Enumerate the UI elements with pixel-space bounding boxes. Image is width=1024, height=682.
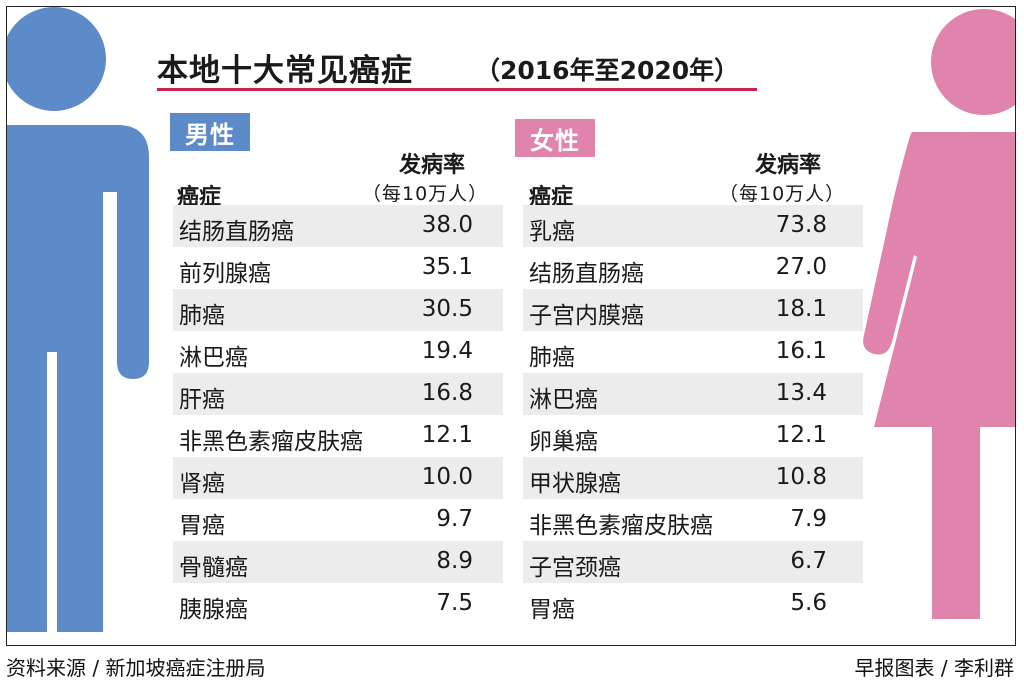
infographic-frame: 本地十大常见癌症 （2016年至2020年） 男性 发病率 癌症 （每10万人）…	[6, 6, 1016, 646]
title-sub: （2016年至2020年）	[475, 56, 740, 85]
cancer-name: 乳癌	[529, 219, 575, 245]
cancer-name: 结肠直肠癌	[529, 261, 644, 287]
cancer-name: 淋巴癌	[529, 387, 598, 413]
table-row: 子宫颈癌 6.7	[523, 541, 863, 583]
female-table: 乳癌 73.8 结肠直肠癌 27.0 子宫内膜癌 18.1 肺癌 16.1 淋巴癌 13.4 卵巢癌…	[523, 205, 863, 625]
incidence-rate-value: 6.7	[790, 548, 827, 574]
cancer-name: 肾癌	[179, 471, 225, 497]
cancer-name: 非黑色素瘤皮肤癌	[529, 513, 713, 539]
incidence-rate-value: 12.1	[421, 422, 473, 448]
source-note: 资料来源 / 新加坡癌症注册局	[6, 656, 266, 680]
cancer-name: 前列腺癌	[179, 261, 271, 287]
table-row: 肾癌 10.0	[173, 457, 503, 499]
male-rate-unit: （每10万人）	[362, 183, 489, 205]
male-figure-icon	[7, 7, 149, 632]
incidence-rate-value: 16.1	[775, 338, 827, 364]
male-table: 结肠直肠癌 38.0 前列腺癌 35.1 肺癌 30.5 淋巴癌 19.4 肝癌 16.8 非黑色素…	[173, 205, 503, 625]
table-row: 淋巴癌 13.4	[523, 373, 863, 415]
table-row: 胃癌 9.7	[173, 499, 503, 541]
title-main: 本地十大常见癌症	[157, 53, 413, 89]
table-row: 胰腺癌 7.5	[173, 583, 503, 625]
female-figure-icon	[863, 9, 1015, 619]
incidence-rate-value: 9.7	[436, 506, 473, 532]
incidence-rate-value: 8.9	[436, 548, 473, 574]
incidence-rate-value: 27.0	[775, 254, 827, 280]
incidence-rate-value: 18.1	[775, 296, 827, 322]
table-row: 肺癌 30.5	[173, 289, 503, 331]
table-row: 前列腺癌 35.1	[173, 247, 503, 289]
cancer-name: 胃癌	[529, 597, 575, 623]
table-row: 肝癌 16.8	[173, 373, 503, 415]
cancer-name: 结肠直肠癌	[179, 219, 294, 245]
cancer-name: 淋巴癌	[179, 345, 248, 371]
female-rate-header: 发病率	[755, 153, 822, 178]
table-row: 乳癌 73.8	[523, 205, 863, 247]
table-row: 骨髓癌 8.9	[173, 541, 503, 583]
cancer-name: 胃癌	[179, 513, 225, 539]
cancer-name: 胰腺癌	[179, 597, 248, 623]
table-row: 肺癌 16.1	[523, 331, 863, 373]
incidence-rate-value: 73.8	[775, 212, 827, 238]
cancer-name: 肝癌	[179, 387, 225, 413]
table-row: 非黑色素瘤皮肤癌 7.9	[523, 499, 863, 541]
table-row: 结肠直肠癌 27.0	[523, 247, 863, 289]
cancer-name: 甲状腺癌	[529, 471, 621, 497]
incidence-rate-value: 35.1	[421, 254, 473, 280]
cancer-name: 骨髓癌	[179, 555, 248, 581]
incidence-rate-value: 10.8	[775, 464, 827, 490]
table-row: 非黑色素瘤皮肤癌 12.1	[173, 415, 503, 457]
cancer-name: 卵巢癌	[529, 429, 598, 455]
table-row: 淋巴癌 19.4	[173, 331, 503, 373]
incidence-rate-value: 38.0	[421, 212, 473, 238]
table-row: 甲状腺癌 10.8	[523, 457, 863, 499]
incidence-rate-value: 30.5	[421, 296, 473, 322]
credit-note: 早报图表 / 李利群	[854, 656, 1014, 680]
cancer-name: 非黑色素瘤皮肤癌	[179, 429, 363, 455]
incidence-rate-value: 19.4	[421, 338, 473, 364]
female-rate-unit: （每10万人）	[719, 183, 846, 205]
chart-title: 本地十大常见癌症 （2016年至2020年）	[157, 43, 757, 93]
incidence-rate-value: 7.9	[790, 506, 827, 532]
incidence-rate-value: 16.8	[421, 380, 473, 406]
incidence-rate-value: 13.4	[775, 380, 827, 406]
female-badge: 女性	[515, 119, 595, 157]
incidence-rate-value: 10.0	[421, 464, 473, 490]
cancer-name: 肺癌	[529, 345, 575, 371]
table-row: 结肠直肠癌 38.0	[173, 205, 503, 247]
incidence-rate-value: 12.1	[775, 422, 827, 448]
incidence-rate-value: 7.5	[436, 590, 473, 616]
cancer-name: 子宫内膜癌	[529, 303, 644, 329]
incidence-rate-value: 5.6	[790, 590, 827, 616]
title-underline	[157, 88, 757, 91]
male-badge: 男性	[170, 113, 250, 151]
cancer-name: 肺癌	[179, 303, 225, 329]
male-rate-header: 发病率	[399, 153, 466, 178]
cancer-name: 子宫颈癌	[529, 555, 621, 581]
table-row: 子宫内膜癌 18.1	[523, 289, 863, 331]
table-row: 胃癌 5.6	[523, 583, 863, 625]
table-row: 卵巢癌 12.1	[523, 415, 863, 457]
